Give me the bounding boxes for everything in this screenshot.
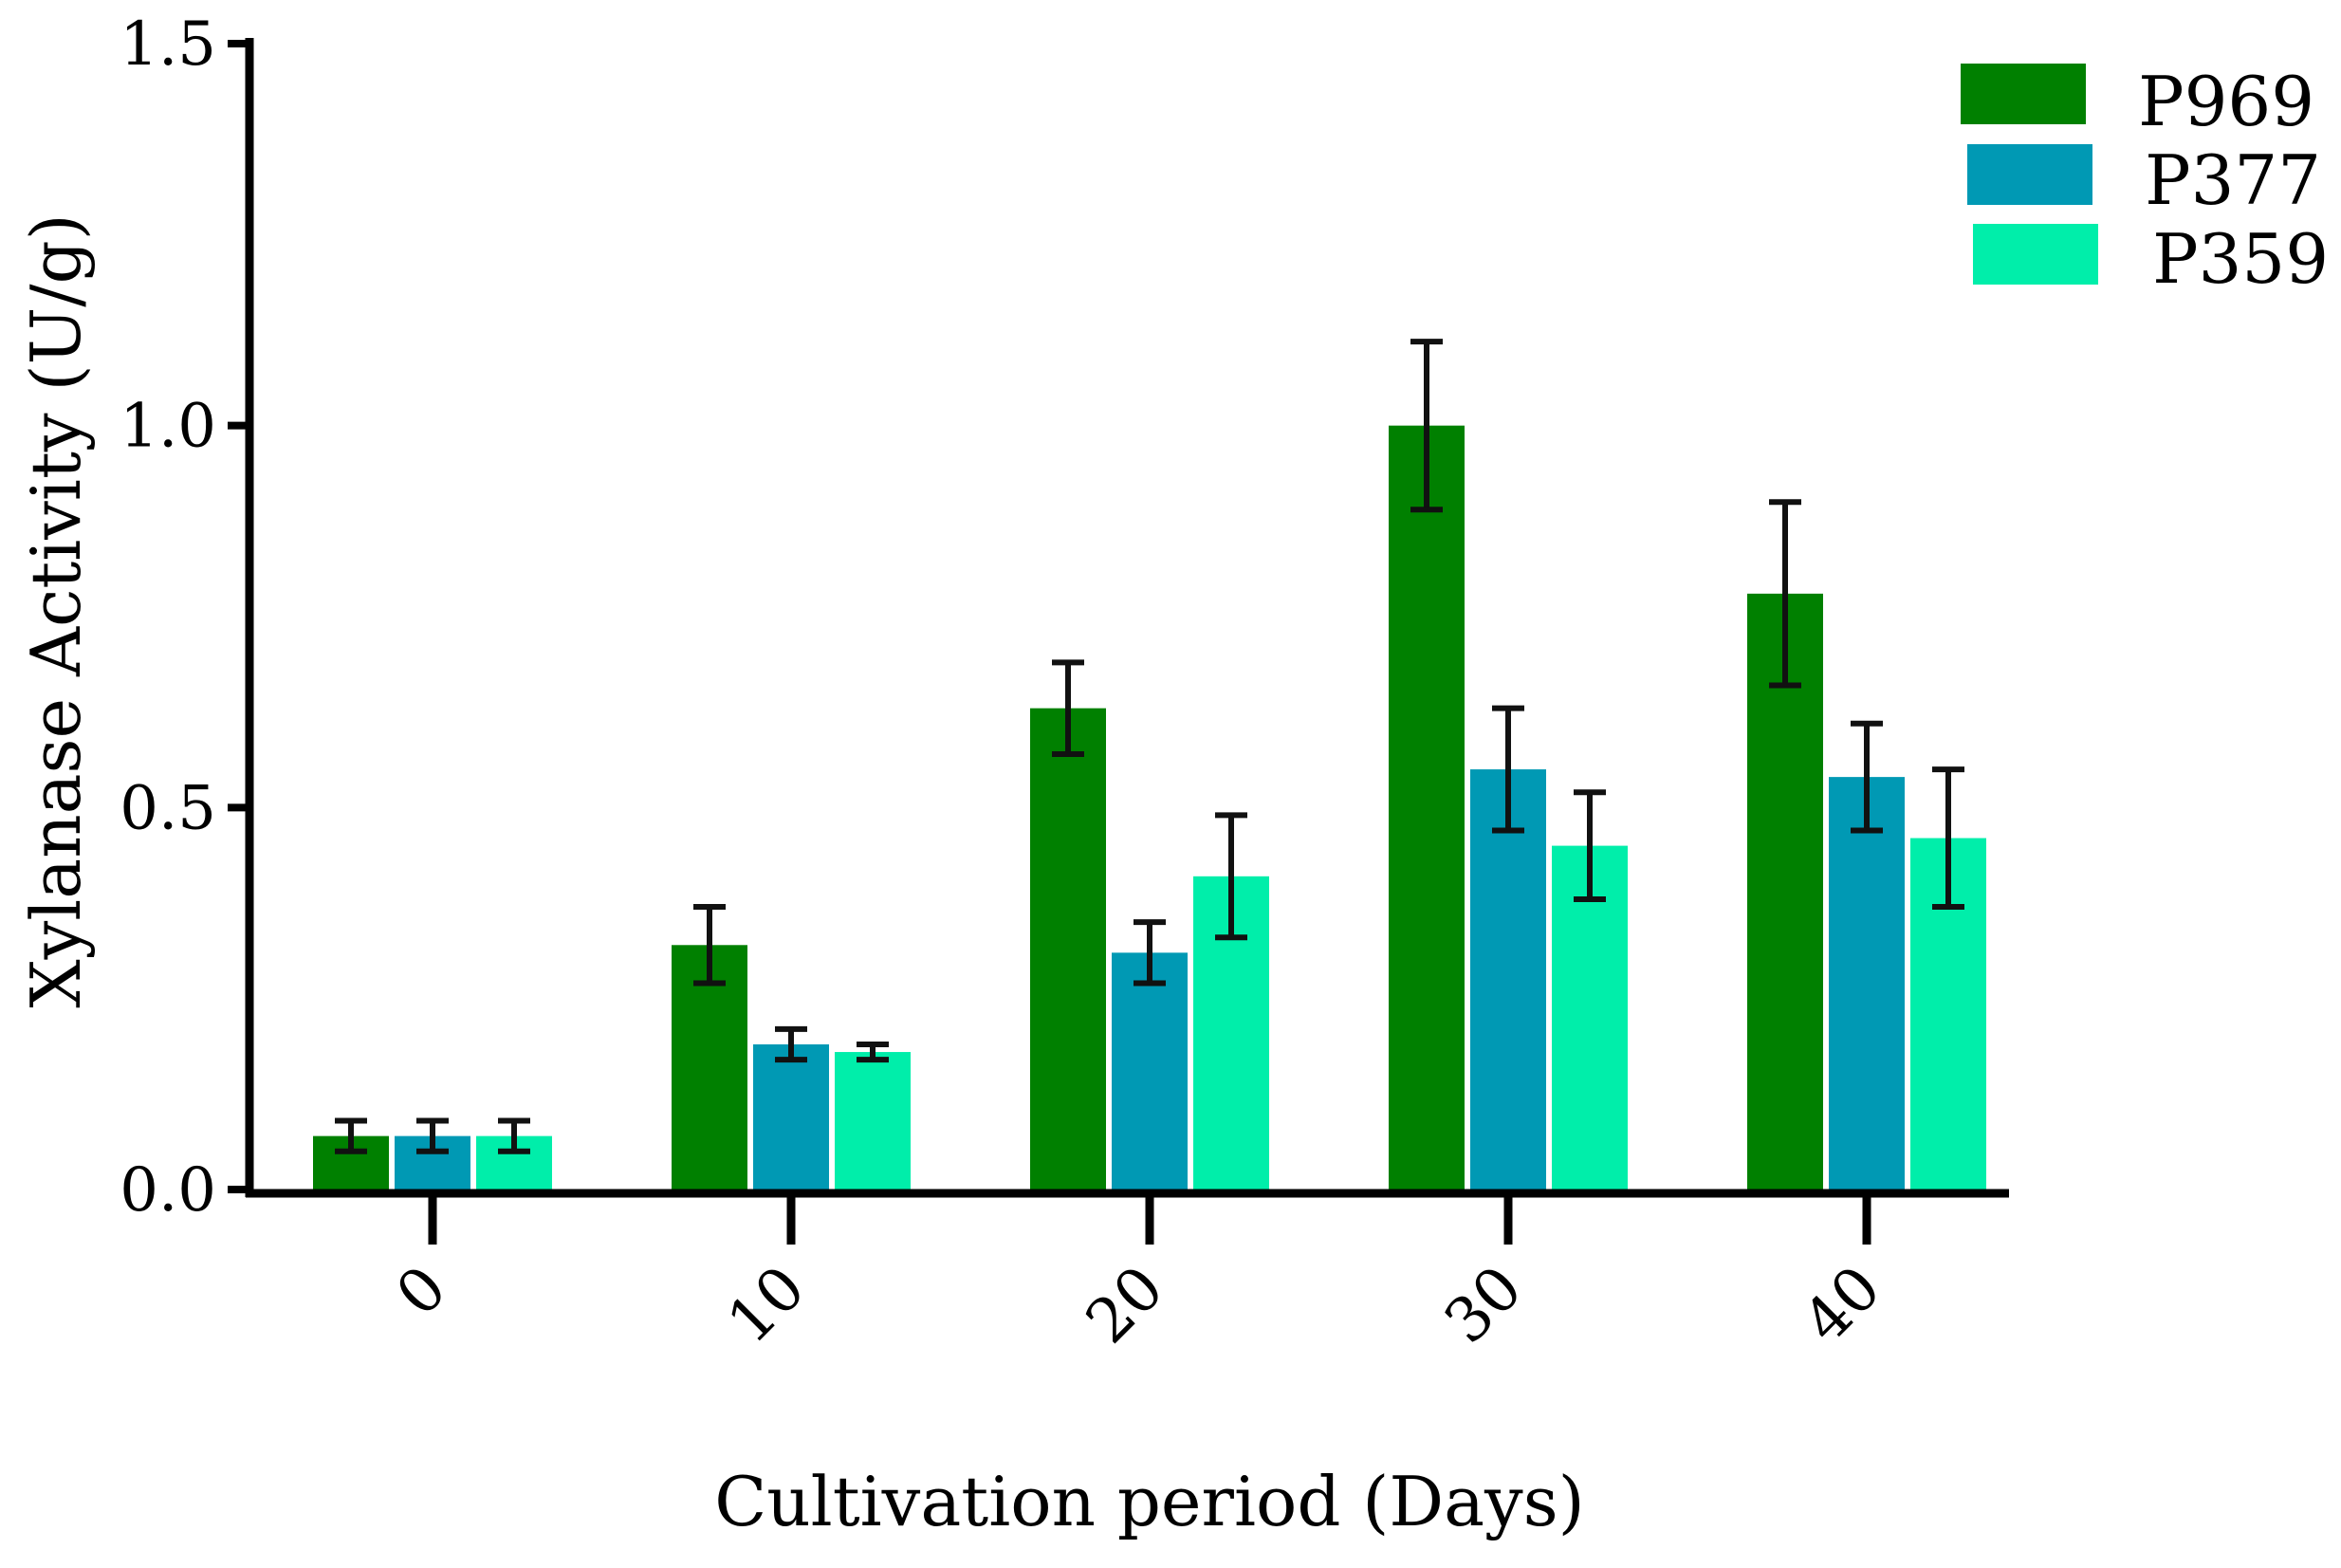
error-bar-p359-day-10 <box>857 1041 889 1063</box>
error-bar-p359-day-30 <box>1574 789 1606 902</box>
x-tick-label: 30 <box>1431 1253 1536 1357</box>
bar-p969-day-30 <box>1389 425 1465 1190</box>
bar-p359-day-30 <box>1552 845 1628 1190</box>
bar-p359-day-10 <box>835 1052 911 1190</box>
bar-p377-day-20 <box>1112 952 1188 1190</box>
x-tick-label: 10 <box>714 1253 819 1357</box>
y-axis-title: Xylanase Activity (U/g) <box>16 213 96 1007</box>
bar-p377-day-10 <box>753 1043 829 1190</box>
bar-p969-day-20 <box>1030 708 1106 1190</box>
legend-swatch-p359 <box>1973 224 2098 285</box>
error-bar-p359-day-20 <box>1215 812 1247 941</box>
y-tick-label: 0.5 <box>120 773 216 843</box>
error-bars-layer <box>335 339 1964 1154</box>
legend-label-p377: P377 <box>2145 140 2321 220</box>
error-bar-p377-day-40 <box>1851 720 1883 834</box>
error-bar-p377-day-0 <box>416 1117 449 1154</box>
bar-p377-day-40 <box>1829 777 1905 1190</box>
axes-layer <box>245 38 2009 1198</box>
y-tick-label: 0.0 <box>120 1155 216 1226</box>
x-axis-title: Cultivation period (Days) <box>714 1462 1585 1541</box>
y-tick-label: 1.0 <box>120 392 216 462</box>
x-ticks-layer: 0 10 20 30 40 <box>383 1190 1894 1357</box>
error-bar-p969-day-10 <box>693 904 726 987</box>
error-bar-p969-day-0 <box>335 1117 367 1154</box>
error-bar-p359-day-40 <box>1932 766 1964 911</box>
error-bar-p377-day-30 <box>1492 705 1524 834</box>
bars-layer <box>313 425 1986 1190</box>
error-bar-p969-day-20 <box>1052 659 1084 757</box>
error-bar-p969-day-40 <box>1769 499 1801 689</box>
legend-label-p359: P359 <box>2152 219 2329 299</box>
x-tick-label: 40 <box>1790 1253 1894 1357</box>
bar-p969-day-40 <box>1747 593 1823 1190</box>
error-bar-p377-day-10 <box>775 1025 807 1063</box>
legend-swatch-p969 <box>1961 64 2086 124</box>
y-tick-label: 1.5 <box>120 9 216 80</box>
legend-label-p969: P969 <box>2138 62 2314 141</box>
legend-swatch-p377 <box>1967 144 2092 205</box>
x-tick-label: 0 <box>383 1253 460 1330</box>
error-bar-p377-day-20 <box>1134 919 1166 987</box>
bar-p377-day-30 <box>1470 769 1546 1190</box>
y-ticks-layer: 0.0 0.5 1.0 1.5 <box>120 9 253 1226</box>
error-bar-p969-day-30 <box>1410 339 1443 513</box>
error-bar-p359-day-0 <box>498 1117 530 1154</box>
x-tick-label: 20 <box>1073 1253 1177 1357</box>
